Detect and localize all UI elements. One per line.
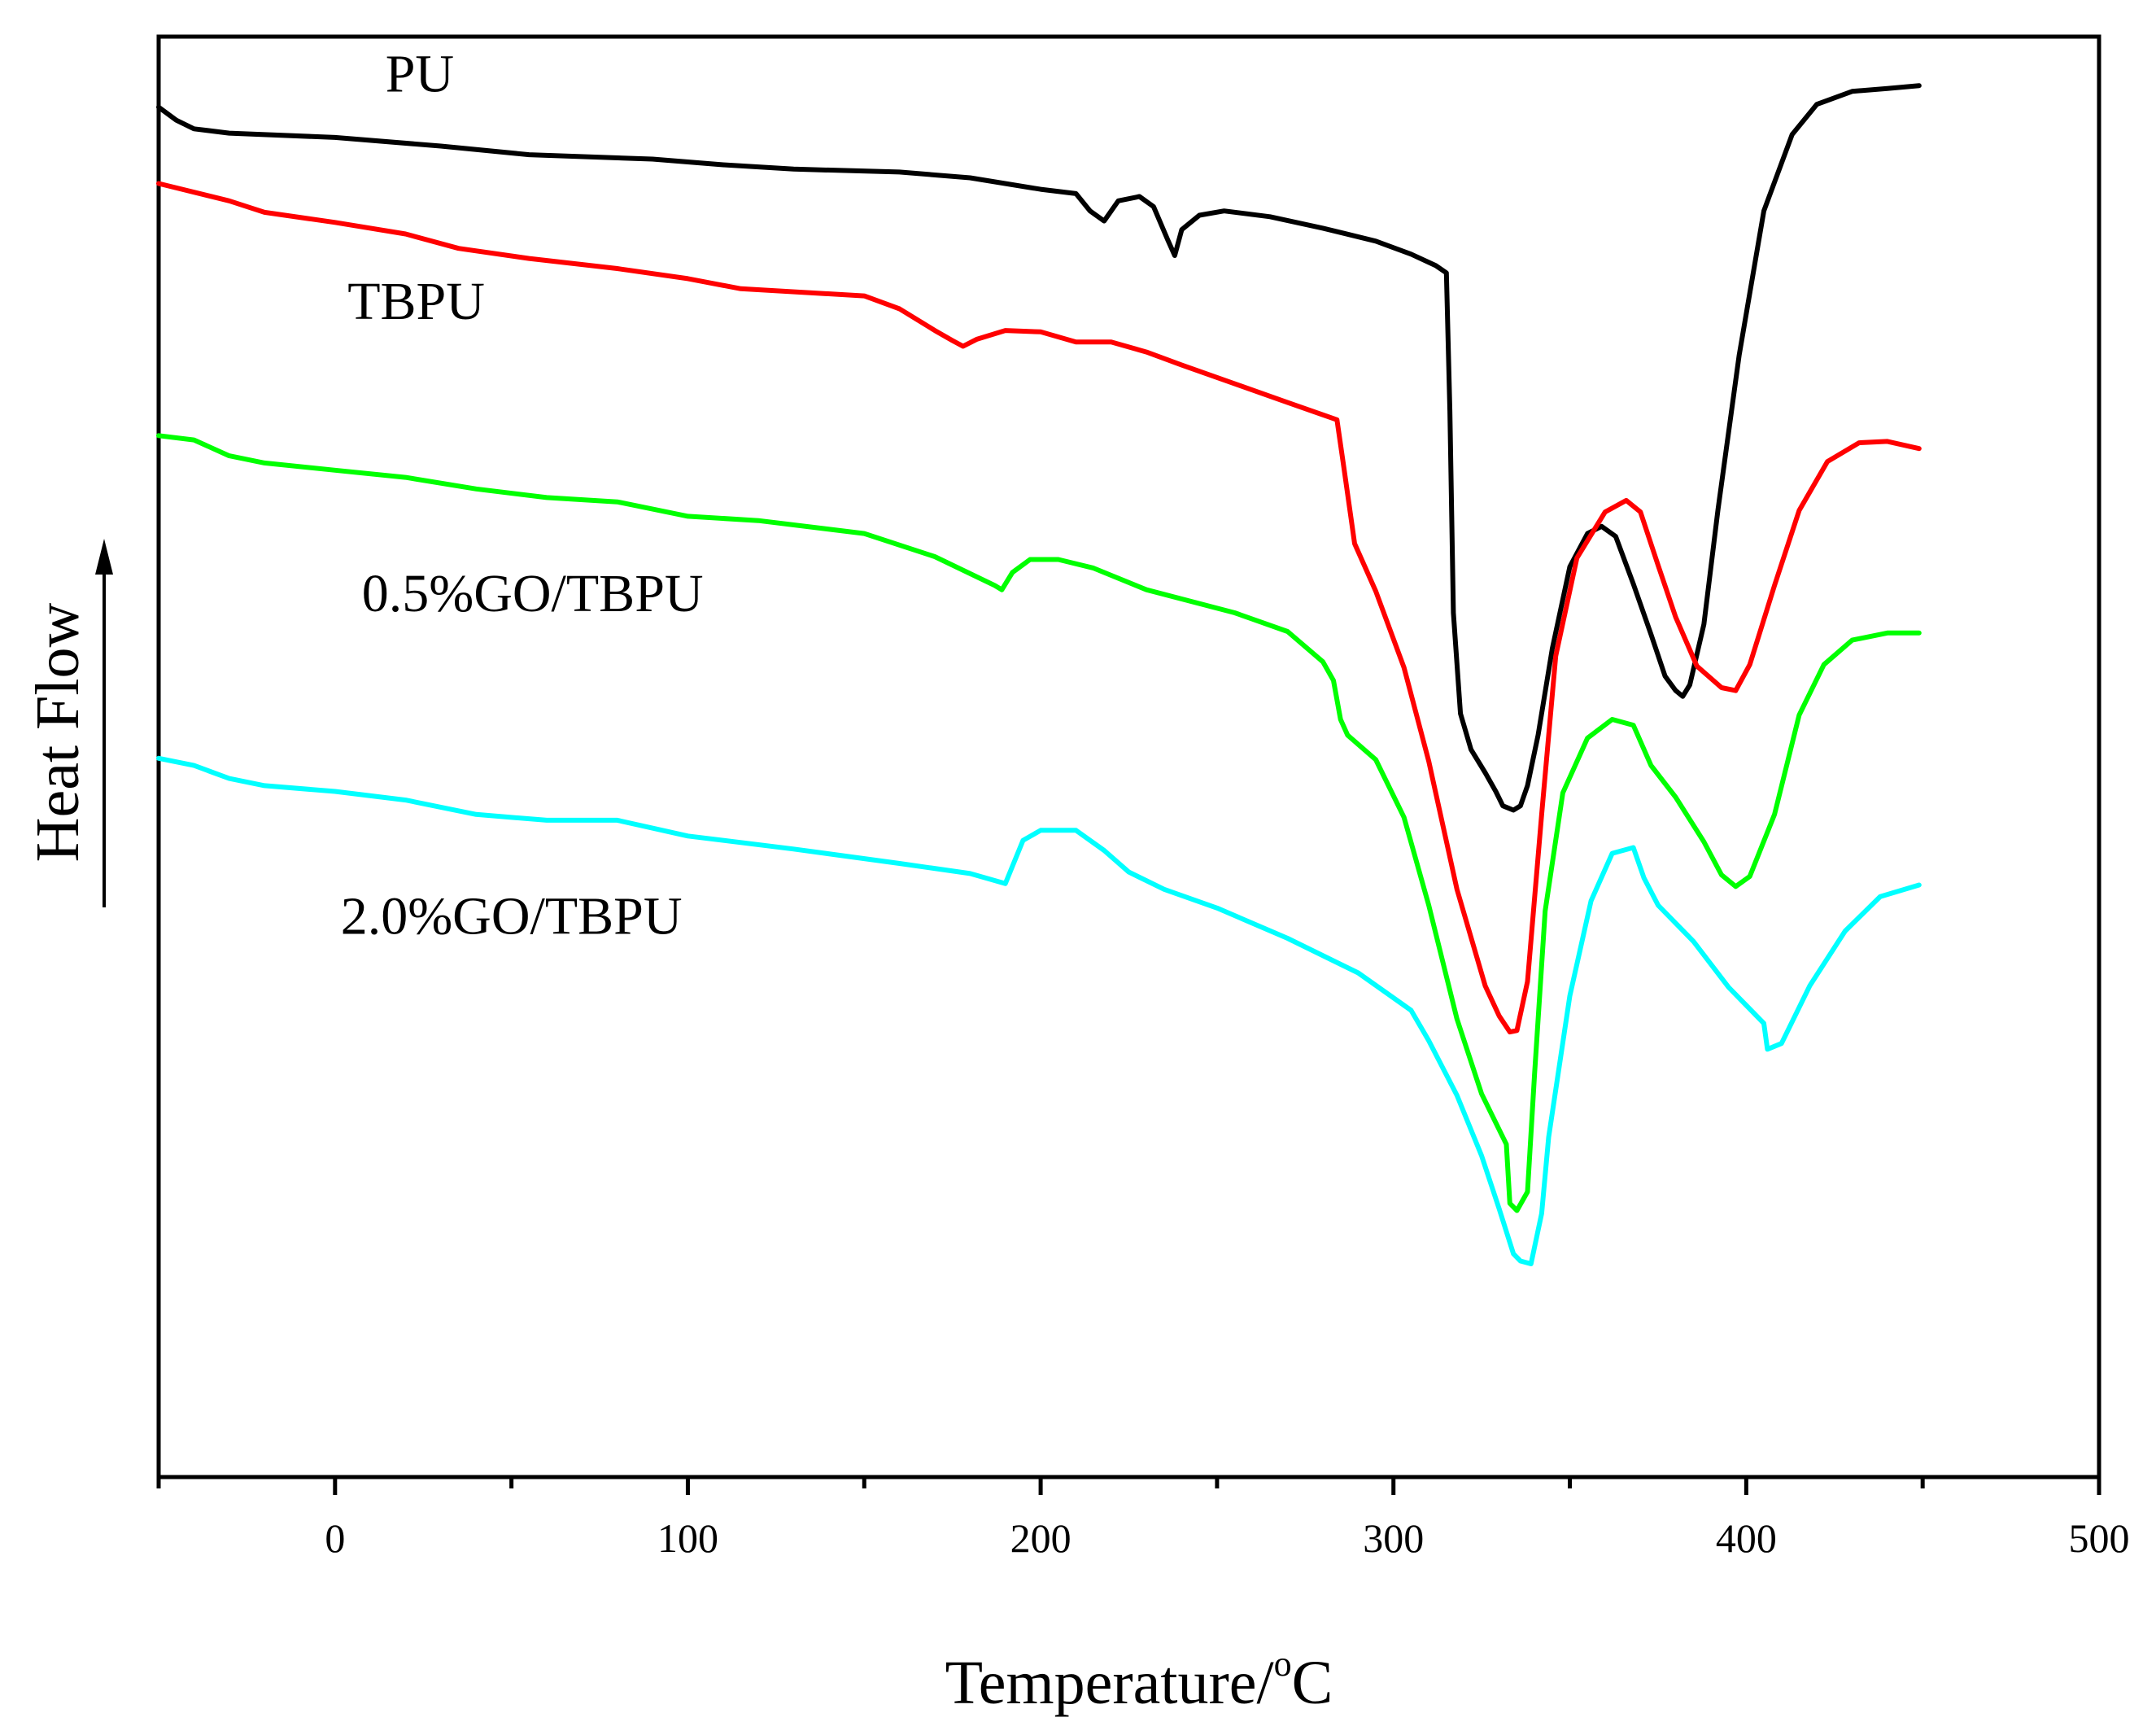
x-axis-tick-labels: 0 100 200 300 400 500 (325, 1515, 2129, 1561)
series-lines (156, 83, 1922, 1266)
y-axis-arrow-head (95, 539, 113, 575)
series-label-pu: PU (386, 44, 454, 103)
y-axis-title: Heat Flow (24, 603, 92, 863)
series-line-pu (156, 83, 1922, 813)
series-labels: PU TBPU 0.5%GO/TBPU 2.0%GO/TBPU (341, 44, 704, 946)
x-tick-label: 400 (1716, 1515, 1777, 1561)
x-tick-label: 300 (1363, 1515, 1424, 1561)
y-axis-title-group: Heat Flow (24, 539, 113, 907)
x-tick-label: 100 (657, 1515, 718, 1561)
series-line-tbpu (156, 181, 1922, 1035)
series-label-2-0-go-tbpu: 2.0%GO/TBPU (341, 887, 683, 946)
series-label-0-5-go-tbpu: 0.5%GO/TBPU (362, 564, 704, 623)
x-axis-title: Temperature/oC (945, 1644, 1333, 1717)
x-axis-minor-ticks (156, 1477, 1925, 1488)
series-line-2-0-go-tbpu (156, 755, 1922, 1266)
x-tick-label: 0 (325, 1515, 345, 1561)
x-axis-major-ticks (333, 1477, 2101, 1495)
series-label-tbpu: TBPU (347, 272, 485, 331)
series-line-0-5-go-tbpu (156, 433, 1922, 1213)
plot-frame (156, 34, 2101, 1479)
x-tick-label: 200 (1010, 1515, 1071, 1561)
x-tick-label: 500 (2069, 1515, 2130, 1561)
